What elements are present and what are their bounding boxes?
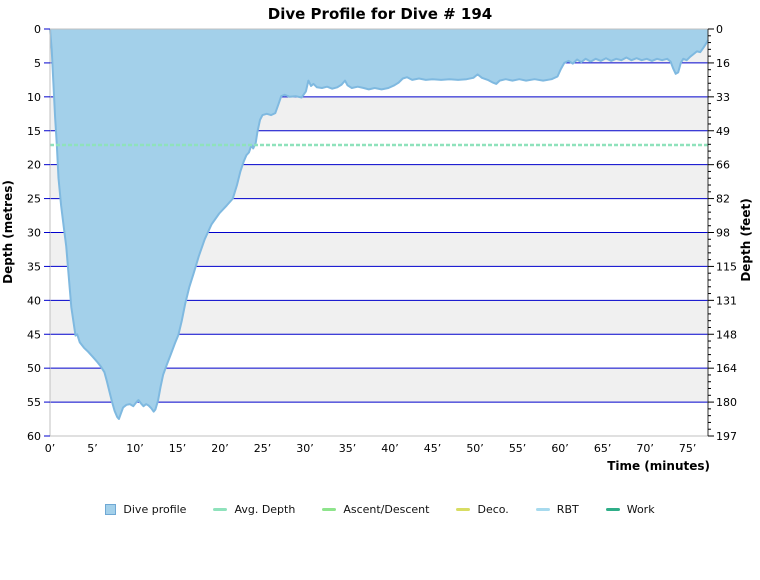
svg-text:10’: 10’	[126, 442, 144, 455]
legend-swatch-line-icon	[213, 508, 228, 511]
svg-text:35: 35	[27, 260, 41, 273]
svg-text:20’: 20’	[211, 442, 229, 455]
legend-label: Work	[626, 503, 655, 516]
svg-text:65’: 65’	[594, 442, 612, 455]
svg-text:40’: 40’	[381, 442, 399, 455]
legend-item-avg-depth: Avg. Depth	[213, 503, 295, 516]
svg-text:45’: 45’	[424, 442, 442, 455]
svg-text:40: 40	[27, 294, 41, 307]
svg-text:180: 180	[716, 396, 737, 409]
svg-text:35’: 35’	[339, 442, 357, 455]
svg-text:98: 98	[716, 227, 730, 240]
y-axis-label-metres: Depth (metres)	[1, 180, 15, 284]
svg-text:5’: 5’	[87, 442, 98, 455]
svg-text:66: 66	[716, 159, 730, 172]
legend-label: Ascent/Descent	[343, 503, 430, 516]
legend: Dive profile Avg. Depth Ascent/Descent Deco…	[0, 503, 760, 516]
dive-profile-chart: 0 5 10 15 20 25 30 35 40 45 50 55 60 0 16 33 49 66 82 98 115…	[1, 23, 753, 473]
svg-text:60: 60	[27, 430, 41, 443]
legend-item-rbt: RBT	[535, 503, 579, 516]
svg-text:25: 25	[27, 193, 41, 206]
legend-item-ascent-descent: Ascent/Descent	[322, 503, 429, 516]
svg-text:164: 164	[716, 362, 737, 375]
svg-text:15’: 15’	[169, 442, 187, 455]
svg-text:50’: 50’	[466, 442, 484, 455]
svg-text:82: 82	[716, 193, 730, 206]
svg-text:0’: 0’	[45, 442, 56, 455]
legend-label: Dive profile	[123, 503, 187, 516]
svg-text:55: 55	[27, 396, 41, 409]
legend-label: RBT	[556, 503, 579, 516]
svg-text:55’: 55’	[509, 442, 527, 455]
legend-item-deco-: Deco.	[456, 503, 509, 516]
axes	[44, 28, 714, 437]
svg-text:5: 5	[34, 57, 41, 70]
svg-text:75’: 75’	[679, 442, 697, 455]
svg-text:148: 148	[716, 328, 737, 341]
svg-text:45: 45	[27, 328, 41, 341]
svg-text:30’: 30’	[296, 442, 314, 455]
legend-swatch-square-icon	[105, 504, 117, 515]
legend-swatch-line-icon	[605, 508, 620, 511]
legend-item-dive-profile: Dive profile	[105, 503, 186, 516]
svg-text:20: 20	[27, 159, 41, 172]
svg-text:50: 50	[27, 362, 41, 375]
svg-text:115: 115	[716, 260, 737, 273]
svg-text:131: 131	[716, 294, 737, 307]
legend-swatch-line-icon	[322, 508, 337, 511]
svg-text:0: 0	[716, 23, 723, 36]
svg-text:30: 30	[27, 227, 41, 240]
chart-title: Dive Profile for Dive # 194	[267, 5, 493, 23]
svg-text:49: 49	[716, 125, 730, 138]
svg-text:0: 0	[34, 23, 41, 36]
legend-swatch-line-icon	[535, 508, 550, 511]
legend-label: Deco.	[477, 503, 509, 516]
tick-labels: 0 5 10 15 20 25 30 35 40 45 50 55 60 0 16 33 49 66 82 98 115…	[27, 23, 737, 455]
dive-profile-area	[49, 28, 709, 420]
svg-text:197: 197	[716, 430, 737, 443]
svg-text:25’: 25’	[254, 442, 272, 455]
svg-text:16: 16	[716, 57, 730, 70]
legend-item-work: Work	[605, 503, 655, 516]
svg-text:33: 33	[716, 91, 730, 104]
svg-text:10: 10	[27, 91, 41, 104]
y-axis-label-feet: Depth (feet)	[739, 198, 753, 281]
svg-text:15: 15	[27, 125, 41, 138]
legend-swatch-line-icon	[456, 508, 471, 511]
x-axis-label: Time (minutes)	[607, 459, 710, 473]
svg-text:70’: 70’	[636, 442, 654, 455]
legend-label: Avg. Depth	[234, 503, 296, 516]
svg-text:60’: 60’	[551, 442, 569, 455]
